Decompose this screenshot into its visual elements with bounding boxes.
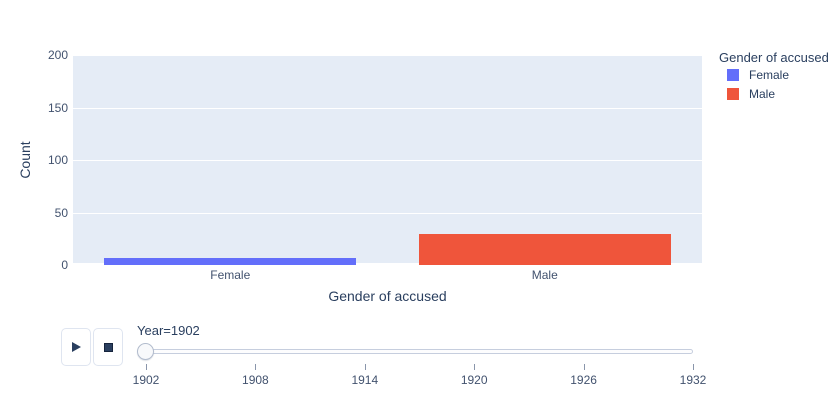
slider-tick-label-1902: 1902 — [132, 373, 160, 387]
stop-icon — [103, 342, 113, 352]
x-tick-label-male: Male — [531, 268, 558, 282]
y-tick-label-150: 150 — [47, 100, 68, 115]
gridline-y-100 — [73, 160, 702, 161]
gridline-y-200 — [73, 55, 702, 56]
legend-item-female[interactable]: Female — [714, 65, 840, 84]
legend-title: Gender of accused — [719, 50, 829, 65]
slider-tick-label-1926: 1926 — [570, 373, 597, 387]
y-tick-label-0: 0 — [61, 258, 68, 272]
slider-tickmark-1914 — [364, 364, 366, 370]
slider-tickmark-1920 — [474, 364, 476, 370]
legend-item-label: Female — [749, 67, 790, 82]
slider-tickmark-1926 — [583, 364, 585, 370]
gridline-y-150 — [73, 107, 702, 109]
slider-tickmark-1932 — [693, 364, 694, 370]
y-axis-tick-labels: 0 50 100 150 200 — [0, 48, 68, 272]
gridline-y-50 — [73, 212, 702, 214]
slider-tickmark-1908 — [255, 364, 257, 370]
slider-tickmark-1902 — [146, 364, 147, 370]
x-axis-title: Gender of accused — [328, 288, 447, 304]
y-tick-label-100: 100 — [47, 153, 68, 167]
play-icon — [71, 342, 81, 352]
legend-items: Female Male — [714, 65, 840, 103]
x-tick-label-female: Female — [210, 268, 251, 282]
slider-tick-label-1920: 1920 — [460, 373, 488, 387]
slider-track[interactable] — [146, 349, 693, 354]
play-button[interactable] — [61, 328, 91, 366]
square-swatch-icon — [727, 68, 739, 81]
bar-female[interactable] — [104, 257, 357, 265]
slider-tick-label-1932: 1932 — [679, 373, 707, 387]
slider-tick-label-1908: 1908 — [242, 373, 269, 387]
y-tick-label-200: 200 — [47, 48, 68, 62]
plot-area — [73, 55, 702, 265]
gridline-y-0 — [73, 263, 702, 265]
slider-tick-label-1914: 1914 — [351, 373, 379, 387]
square-swatch-icon — [727, 87, 739, 100]
legend: Gender of accused Female Male — [714, 50, 840, 103]
bar-male[interactable] — [418, 233, 671, 265]
slider-handle[interactable] — [137, 343, 154, 360]
slider-current-value-label: Year=1902 — [137, 323, 200, 338]
y-tick-label-50: 50 — [54, 205, 68, 220]
stop-button[interactable] — [93, 328, 123, 366]
legend-item-label: Male — [749, 86, 776, 101]
legend-item-male[interactable]: Male — [714, 84, 840, 103]
x-axis-tick-labels: Female Male — [73, 268, 702, 284]
